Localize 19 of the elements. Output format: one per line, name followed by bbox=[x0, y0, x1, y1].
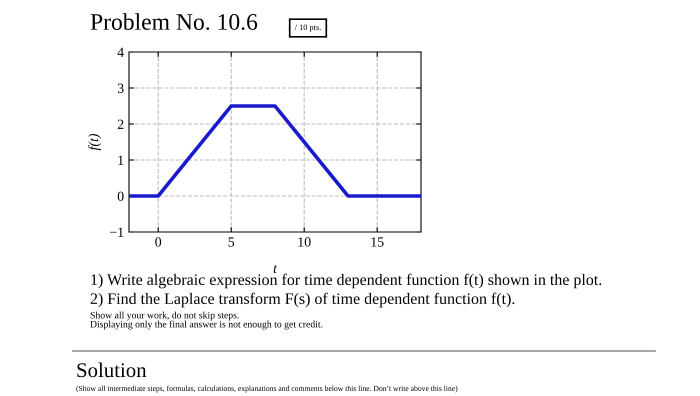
x-tick-label: 15 bbox=[371, 237, 384, 247]
y-tick-label: −1 bbox=[110, 228, 124, 237]
y-tick-label: 2 bbox=[118, 120, 124, 129]
text: Displaying only the final answer is not enough to get credit. bbox=[90, 320, 322, 330]
y-tick-label: 0 bbox=[118, 192, 124, 201]
text: 2) Find the Laplace transform F(s) of time dependent function f(t). bbox=[90, 292, 514, 308]
y-tick-label: 3 bbox=[118, 84, 124, 93]
x-axis-title: t bbox=[274, 265, 278, 274]
y-axis-title: f(t) bbox=[88, 134, 102, 150]
y-tick-label: 1 bbox=[118, 156, 124, 165]
text: Show all your work, do not skip steps. bbox=[90, 312, 239, 320]
text: 1) Write algebraic expression for time dependent function f(t) shown in the plot. bbox=[91, 274, 602, 288]
text: / 10 pts. bbox=[294, 24, 321, 32]
text: Solution bbox=[77, 362, 146, 378]
chart-title: Problem No. 10.6 bbox=[90, 13, 258, 30]
x-tick-label: 10 bbox=[298, 237, 311, 247]
x-tick-label: 0 bbox=[155, 237, 162, 247]
x-tick-label: 5 bbox=[228, 237, 234, 247]
y-tick-label: 4 bbox=[117, 48, 124, 57]
